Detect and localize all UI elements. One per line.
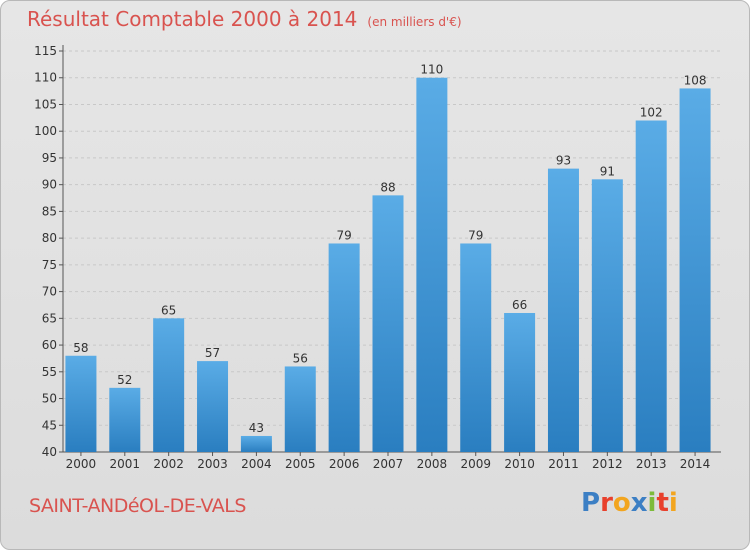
bar [328, 243, 360, 452]
bar-value-label: 43 [249, 421, 264, 435]
x-tick-label: 2002 [153, 457, 184, 471]
x-tick-label: 2003 [197, 457, 228, 471]
y-tick-label: 50 [42, 392, 57, 406]
bar [109, 387, 141, 452]
bar-value-label: 102 [640, 106, 663, 120]
x-tick-label: 2011 [548, 457, 579, 471]
x-tick-label: 2005 [285, 457, 316, 471]
y-tick-label: 40 [42, 445, 57, 459]
bar-value-label: 65 [161, 303, 176, 317]
y-tick-label: 85 [42, 204, 57, 218]
y-tick-label: 65 [42, 311, 57, 325]
bar [416, 77, 448, 452]
bar [65, 355, 97, 452]
logo-letter: P [581, 488, 601, 518]
bar [284, 366, 316, 452]
bar-value-label: 79 [336, 228, 351, 242]
bar-value-label: 52 [117, 373, 132, 387]
bar [504, 312, 536, 452]
chart-title: Résultat Comptable 2000 à 2014 (en millie… [27, 7, 462, 31]
x-tick-label: 2012 [592, 457, 623, 471]
y-tick-label: 110 [34, 71, 57, 85]
y-tick-label: 75 [42, 258, 57, 272]
bar-value-label: 57 [205, 346, 220, 360]
x-tick-label: 2000 [66, 457, 97, 471]
x-tick-label: 2013 [636, 457, 667, 471]
chart-title-text: Résultat Comptable 2000 à 2014 [27, 7, 358, 31]
logo-letter: t [656, 488, 669, 518]
bar-value-label: 91 [600, 164, 615, 178]
y-tick-label: 60 [42, 338, 57, 352]
bar-value-label: 58 [73, 341, 88, 355]
logo-letter: i [647, 488, 657, 518]
x-tick-label: 2008 [417, 457, 448, 471]
y-tick-label: 115 [34, 44, 57, 58]
bar-value-label: 110 [420, 63, 443, 77]
x-tick-label: 2006 [329, 457, 360, 471]
bar-value-label: 93 [556, 154, 571, 168]
proxiti-logo: Proxiti [581, 488, 678, 518]
y-tick-label: 80 [42, 231, 57, 245]
logo-letter: o [612, 488, 631, 518]
logo-letter: i [668, 488, 678, 518]
y-tick-label: 105 [34, 97, 57, 111]
logo-letter: r [600, 488, 613, 518]
bar-value-label: 88 [380, 180, 395, 194]
bar [197, 361, 229, 452]
unit-note: (en milliers d'€) [367, 15, 462, 29]
x-tick-label: 2010 [504, 457, 535, 471]
x-tick-label: 2009 [460, 457, 491, 471]
y-tick-label: 90 [42, 178, 57, 192]
bar [547, 168, 579, 453]
y-tick-label: 70 [42, 285, 57, 299]
bar [372, 195, 404, 453]
bar [591, 179, 623, 452]
bar-value-label: 56 [293, 351, 308, 365]
x-tick-label: 2007 [373, 457, 404, 471]
logo-letter: x [630, 488, 648, 518]
bar-value-label: 108 [684, 73, 707, 87]
bar [153, 318, 185, 452]
bar-value-label: 79 [468, 228, 483, 242]
bar [460, 243, 492, 452]
commune-name: SAINT-ANDéOL-DE-VALS [29, 495, 246, 517]
x-tick-label: 2014 [680, 457, 711, 471]
x-tick-label: 2004 [241, 457, 272, 471]
x-tick-label: 2001 [110, 457, 141, 471]
y-tick-label: 45 [42, 418, 57, 432]
bar [240, 435, 272, 452]
y-tick-label: 55 [42, 365, 57, 379]
y-tick-label: 95 [42, 151, 57, 165]
y-tick-label: 100 [34, 124, 57, 138]
bar [635, 120, 667, 453]
bar-value-label: 66 [512, 298, 527, 312]
bar [679, 88, 711, 452]
